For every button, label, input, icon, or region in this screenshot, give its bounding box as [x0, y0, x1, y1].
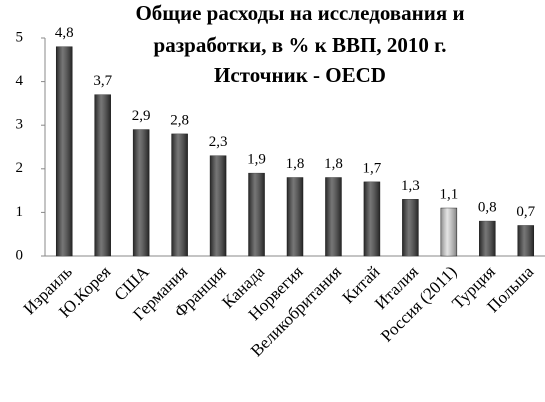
value-label: 2,3: [209, 134, 228, 150]
bar-shade: [517, 225, 534, 256]
value-label: 1,8: [286, 156, 305, 172]
bar-shade: [363, 181, 380, 256]
chart-title: разработки, в % к ВВП, 2010 г.: [154, 33, 447, 57]
bar-shade: [171, 133, 188, 256]
value-label: 1,7: [363, 160, 382, 176]
value-label: 1,1: [439, 186, 458, 202]
value-label: 4,8: [55, 25, 74, 41]
value-label: 1,8: [324, 156, 343, 172]
bar-shade: [133, 129, 150, 256]
value-label: 2,9: [132, 108, 151, 124]
bar-shade: [210, 155, 227, 256]
value-label: 1,3: [401, 178, 420, 194]
bar-shade: [56, 46, 73, 256]
y-tick-label: 0: [16, 247, 24, 263]
bar-shade: [287, 177, 303, 256]
y-tick-label: 3: [16, 117, 24, 133]
y-tick-label: 5: [16, 29, 24, 45]
chart-title: Общие расходы на исследования и: [135, 1, 464, 25]
value-label: 1,9: [247, 152, 266, 168]
y-tick-label: 1: [16, 204, 24, 220]
value-label: 2,8: [170, 112, 189, 128]
value-label: 0,7: [516, 204, 535, 220]
value-label: 3,7: [93, 73, 112, 89]
bar-shade: [94, 94, 111, 257]
bar-shade: [248, 173, 265, 256]
y-tick-label: 4: [16, 73, 24, 89]
bar-shade: [402, 199, 419, 256]
y-tick-label: 2: [16, 160, 24, 176]
chart-title: Источник - OECD: [214, 63, 386, 87]
bar-shade: [440, 208, 457, 256]
value-label: 0,8: [478, 200, 497, 216]
bar-shade: [325, 177, 342, 256]
bar-shade: [479, 221, 496, 256]
